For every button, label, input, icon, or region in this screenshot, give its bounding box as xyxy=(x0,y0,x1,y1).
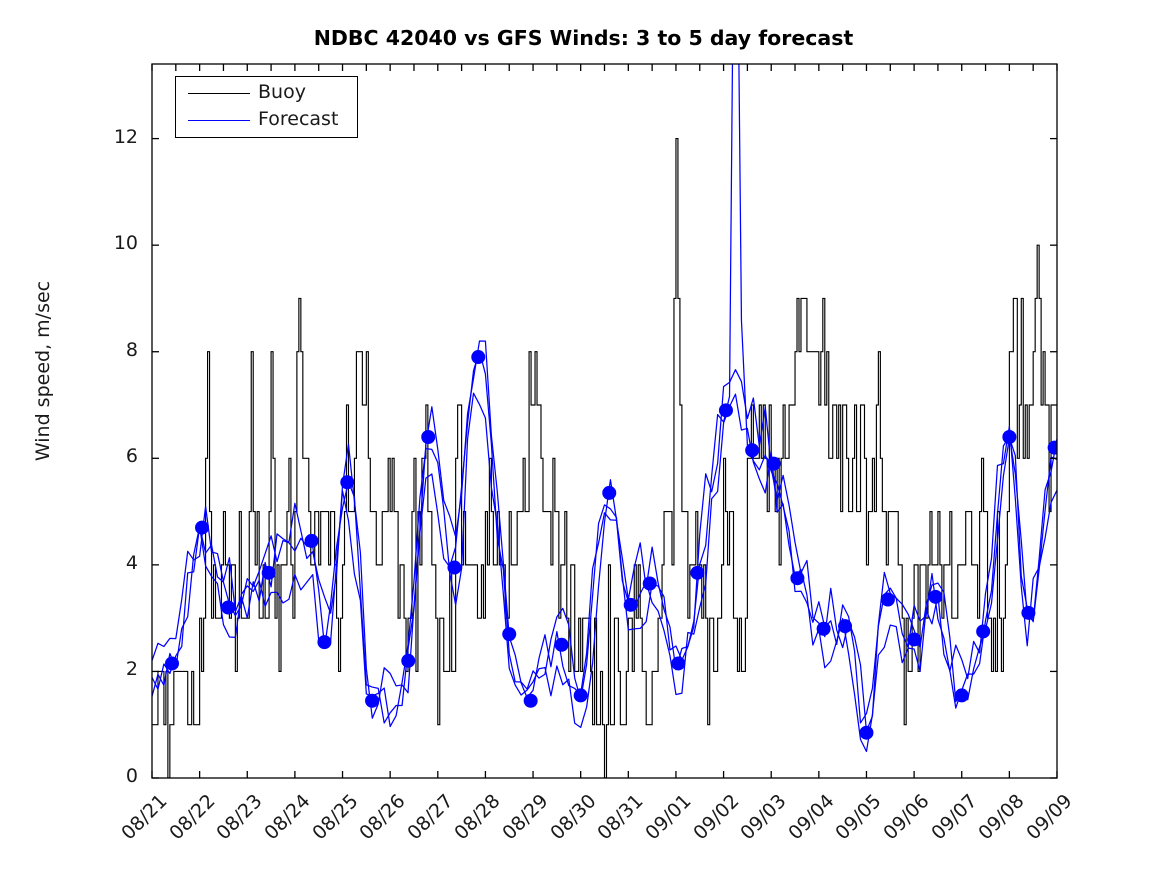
forecast-marker xyxy=(642,576,657,591)
forecast-marker xyxy=(816,621,831,636)
forecast-marker xyxy=(471,350,486,365)
y-tick-label: 2 xyxy=(125,658,138,681)
forecast-marker xyxy=(502,627,517,642)
forecast-marker xyxy=(690,565,705,580)
forecast-marker xyxy=(1002,429,1017,444)
forecast-marker xyxy=(261,565,276,580)
y-tick-label: 0 xyxy=(125,765,138,787)
forecast-marker xyxy=(838,619,853,634)
forecast-marker xyxy=(447,560,462,575)
y-tick-label: 12 xyxy=(113,125,138,148)
forecast-marker xyxy=(928,589,943,604)
forecast-marker xyxy=(317,635,332,650)
y-tick-label: 4 xyxy=(125,551,138,574)
forecast-marker xyxy=(195,520,210,535)
forecast-marker xyxy=(859,725,874,740)
legend-swatch-forecast xyxy=(188,120,250,121)
axis-frame xyxy=(151,63,1058,779)
forecast-marker xyxy=(421,429,436,444)
y-tick-label: 6 xyxy=(125,445,138,468)
forecast-marker xyxy=(671,656,686,671)
forecast-marker xyxy=(766,456,781,471)
forecast-marker xyxy=(1021,605,1036,620)
legend-swatch-buoy xyxy=(188,93,250,94)
forecast-marker xyxy=(304,533,319,548)
forecast-marker xyxy=(602,485,617,500)
legend-entry-buoy: Buoy xyxy=(176,81,359,107)
forecast-marker xyxy=(573,688,588,703)
forecast-marker xyxy=(718,403,733,418)
forecast-marker xyxy=(623,597,638,612)
series-forecast xyxy=(152,64,1057,753)
forecast-marker xyxy=(165,656,180,671)
y-tick-label: 10 xyxy=(113,232,138,255)
forecast-marker xyxy=(790,571,805,586)
chart-title: NDBC 42040 vs GFS Winds: 3 to 5 day fore… xyxy=(313,26,854,50)
legend-entry-forecast: Forecast xyxy=(176,108,359,134)
forecast-marker xyxy=(554,637,569,652)
forecast-marker xyxy=(976,624,991,639)
forecast-marker xyxy=(221,600,236,615)
forecast-marker xyxy=(745,443,760,458)
forecast-marker xyxy=(954,688,969,703)
forecast-markers xyxy=(165,350,1057,740)
forecast-marker xyxy=(340,475,355,490)
legend-label-buoy: Buoy xyxy=(258,81,306,103)
forecast-marker xyxy=(907,632,922,647)
forecast-marker xyxy=(1047,440,1057,455)
forecast-marker xyxy=(401,653,416,668)
series-buoy xyxy=(152,138,1057,778)
chart-legend: Buoy Forecast xyxy=(175,76,358,138)
forecast-marker xyxy=(365,693,380,708)
y-tick-label: 8 xyxy=(125,338,138,361)
forecast-marker xyxy=(880,592,895,607)
legend-label-forecast: Forecast xyxy=(258,108,339,130)
forecast-marker xyxy=(523,693,538,708)
